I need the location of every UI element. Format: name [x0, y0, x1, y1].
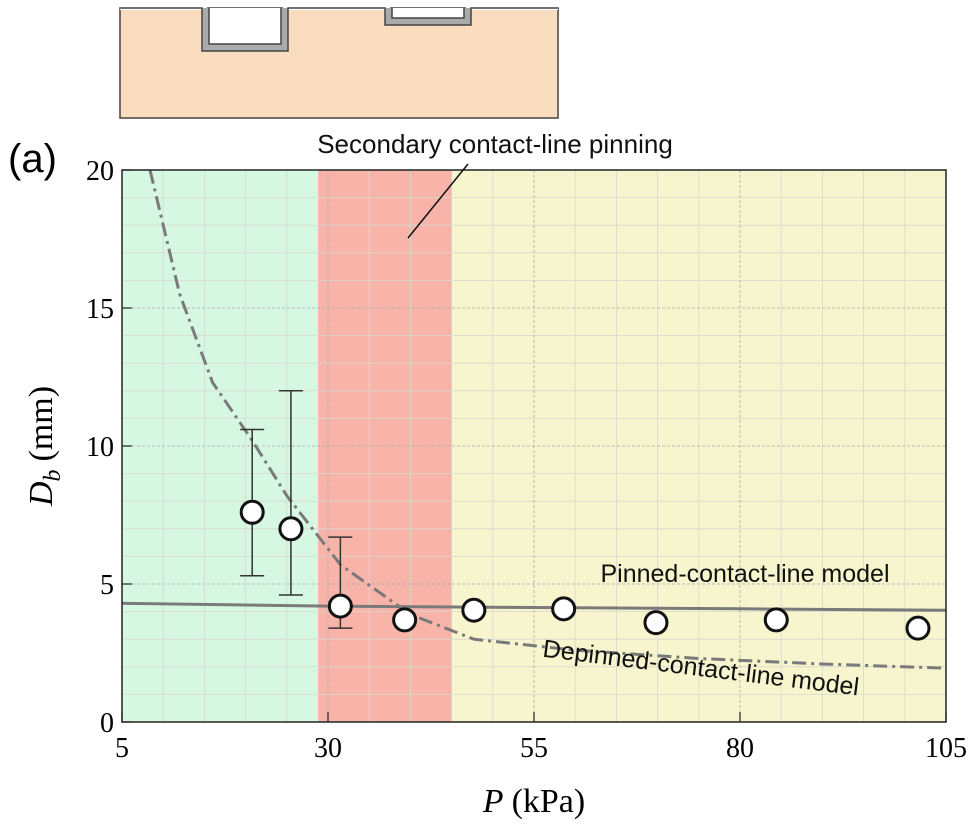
x-axis-label: P (kPa)	[482, 783, 585, 820]
inset-diagram	[119, 6, 559, 119]
data-point	[278, 516, 304, 542]
error-bar	[278, 390, 303, 596]
y-axis-label: Db (mm)	[23, 386, 66, 507]
data-point	[327, 593, 353, 619]
data-point	[905, 615, 931, 641]
substrate	[119, 7, 559, 119]
x-axis-unit: (kPa)	[512, 783, 586, 820]
y-axis-subscript: b	[40, 469, 66, 481]
panel-label: (a)	[8, 137, 57, 181]
model-label: Pinned-contact-line model	[600, 560, 889, 588]
data-point	[643, 610, 669, 636]
annotation-leader	[407, 163, 469, 239]
y-axis-symbol: D	[23, 481, 60, 507]
y-tick-label: 0	[100, 708, 114, 739]
y-tick-label: 5	[100, 570, 114, 601]
model-line	[148, 169, 947, 670]
y-tick-label: 15	[86, 294, 114, 325]
model-line	[121, 601, 947, 612]
y-tick-label: 20	[86, 156, 114, 187]
substrate-outline	[120, 7, 558, 52]
x-tick-label: 105	[925, 733, 967, 764]
x-axis-symbol: P	[482, 783, 504, 820]
x-tick-label: 80	[726, 733, 754, 764]
x-tick-label: 30	[314, 733, 342, 764]
data-point	[239, 499, 265, 525]
data-point	[551, 596, 577, 622]
annotation: Secondary contact-line pinning	[317, 129, 673, 159]
y-tick-label: 10	[86, 432, 114, 463]
data-point	[392, 607, 418, 633]
y-axis-unit: (mm)	[23, 386, 60, 462]
coating	[201, 8, 472, 52]
x-tick-label: 55	[520, 733, 548, 764]
coating-outline	[208, 8, 465, 45]
plot-frame	[121, 169, 947, 723]
data-point	[763, 607, 789, 633]
data-point	[461, 597, 487, 623]
x-tick-label: 5	[115, 733, 129, 764]
